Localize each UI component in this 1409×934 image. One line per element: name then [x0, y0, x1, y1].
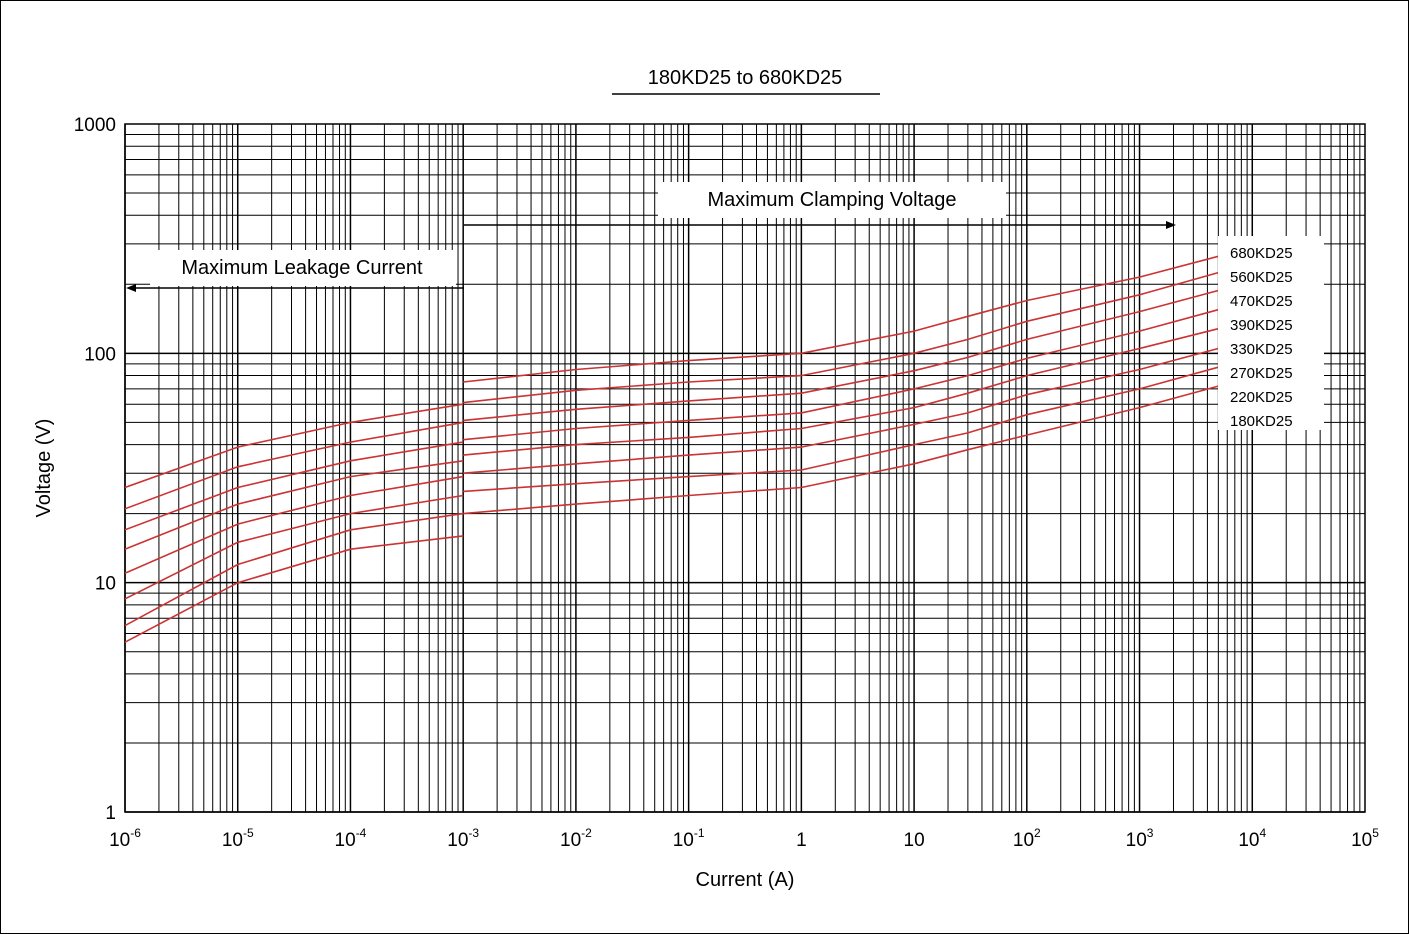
major-grid — [125, 124, 1365, 812]
x-tick-label: 103 — [1126, 826, 1154, 851]
x-tick-label: 10-6 — [109, 826, 141, 851]
x-tick-label: 1 — [796, 830, 807, 851]
minor-grid — [125, 124, 1365, 812]
x-tick-labels: 10-6 10-5 10-4 10-3 10-2 10-1 1 10 102 103 104 105 — [109, 826, 1379, 851]
x-tick-label: 10-3 — [447, 826, 479, 851]
clamping-arrow-head — [1166, 221, 1176, 229]
x-tick-label: 10-2 — [560, 826, 592, 851]
legend-entry-270KD25: 270KD25 — [1230, 365, 1293, 382]
series-line-220KD25-leakage — [125, 514, 463, 626]
x-tick-label: 102 — [1013, 826, 1041, 851]
legend-entry-220KD25: 220KD25 — [1230, 389, 1293, 406]
y-tick-label: 1000 — [74, 115, 116, 136]
legend-entry-560KD25: 560KD25 — [1230, 269, 1293, 286]
x-tick-label: 10 — [904, 830, 925, 851]
legend-entry-180KD25: 180KD25 — [1230, 413, 1293, 430]
legend-entry-470KD25: 470KD25 — [1230, 293, 1293, 310]
legend-entry-390KD25: 390KD25 — [1230, 317, 1293, 334]
y-tick-label: 1 — [105, 803, 116, 824]
chart-title: 180KD25 to 680KD25 — [648, 67, 843, 89]
y-tick-label: 10 — [95, 574, 116, 595]
x-tick-label: 105 — [1351, 826, 1379, 851]
legend-entry-330KD25: 330KD25 — [1230, 341, 1293, 358]
y-tick-labels: 1 10 100 1000 — [74, 115, 116, 824]
y-axis-label: Voltage (V) — [33, 419, 55, 518]
x-tick-label: 10-4 — [335, 826, 367, 851]
leakage-annotation: Maximum Leakage Current — [126, 250, 464, 292]
series-line-680KD25-leakage — [125, 404, 463, 487]
x-tick-label: 104 — [1238, 826, 1266, 851]
leakage-arrow-head — [126, 284, 136, 292]
x-tick-label: 10-5 — [222, 826, 254, 851]
x-tick-label: 10-1 — [673, 826, 705, 851]
leakage-label: Maximum Leakage Current — [181, 257, 423, 279]
x-axis-label: Current (A) — [696, 869, 795, 891]
clamping-label: Maximum Clamping Voltage — [708, 189, 957, 211]
legend-entry-680KD25: 680KD25 — [1230, 245, 1293, 262]
y-tick-label: 100 — [84, 344, 116, 365]
plot-border — [125, 124, 1365, 812]
